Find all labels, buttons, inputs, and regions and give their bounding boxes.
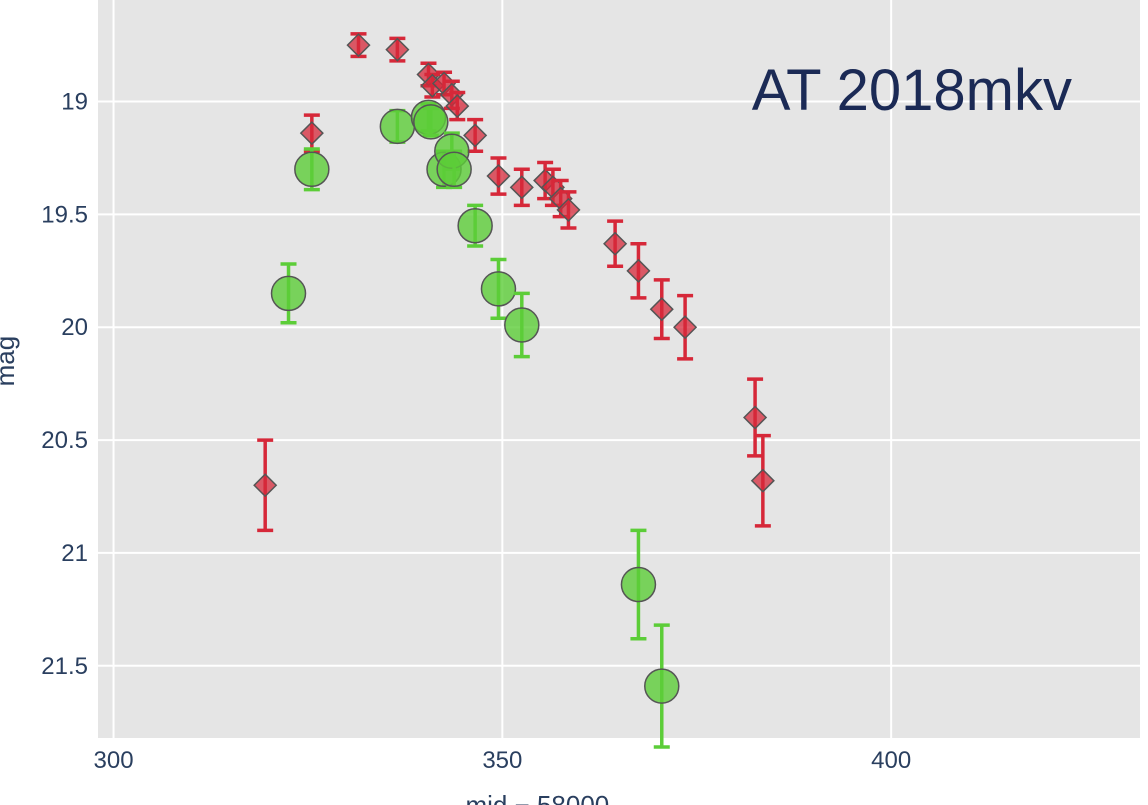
data-point-circle (436, 151, 472, 188)
data-point-diamond (463, 123, 488, 148)
data-point-diamond (603, 231, 628, 256)
y-tick-label: 21 (61, 540, 88, 567)
data-marks (253, 32, 775, 749)
data-point-circle (620, 566, 657, 603)
plot-area (98, 0, 1140, 738)
y-tick-label: 20.5 (41, 427, 88, 454)
x-tick-label: 350 (482, 747, 522, 774)
data-point-diamond (743, 405, 768, 430)
data-point-circle (644, 668, 680, 704)
data-point-diamond (509, 175, 534, 200)
y-tick-label: 19.5 (41, 201, 88, 228)
series-circle (270, 99, 680, 749)
data-point-circle (379, 108, 416, 145)
data-point-circle (294, 151, 330, 188)
data-point-circle (480, 271, 517, 307)
data-point-circle (457, 207, 493, 244)
data-point-diamond (346, 33, 371, 58)
data-point-diamond (750, 468, 775, 493)
series-diamond (253, 32, 775, 533)
data-point-diamond (486, 163, 511, 189)
data-point-diamond (649, 297, 674, 322)
data-point-diamond (445, 94, 470, 119)
data-point-circle (413, 104, 449, 140)
y-tick-label: 21.5 (41, 653, 88, 680)
data-point-diamond (385, 37, 410, 62)
grid-lines (98, 0, 1140, 738)
y-axis-title: mag (0, 336, 20, 387)
data-point-diamond (253, 473, 278, 498)
data-point-diamond (626, 258, 651, 283)
data-point-diamond (299, 121, 324, 146)
data-point-diamond (673, 315, 698, 340)
data-point-circle (504, 307, 540, 343)
x-tick-label: 400 (871, 747, 911, 774)
data-point-circle (270, 275, 307, 312)
chart-annotation: AT 2018mkv (752, 58, 1072, 123)
x-axis-title: mid − 58000 (465, 790, 609, 805)
y-tick-label: 20 (61, 314, 88, 341)
x-tick-label: 300 (94, 747, 134, 774)
tick-labels: 300 350 400 19 19.5 20 20.5 21 21.5 (41, 89, 911, 774)
y-tick-label: 19 (61, 89, 88, 116)
data-point-diamond (556, 197, 581, 222)
